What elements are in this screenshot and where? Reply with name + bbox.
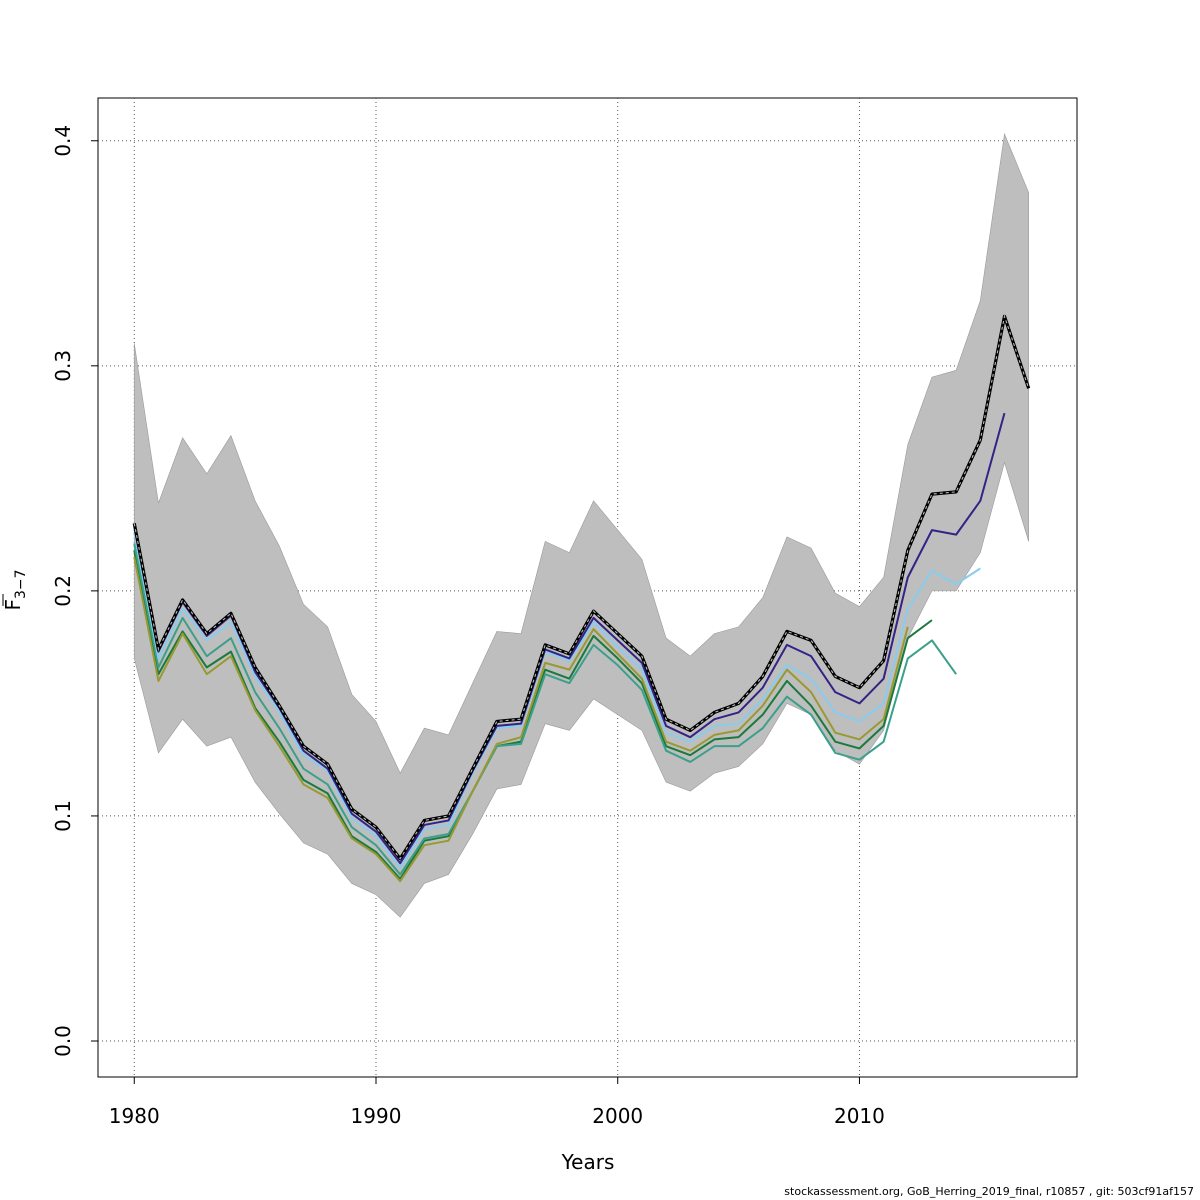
y-tick-label: 0.4	[51, 125, 75, 157]
series-lines	[132, 314, 1031, 883]
y-tick-label: 0.2	[51, 575, 75, 607]
axis-ticks: 1980 1990 2000 2010 0.0 0.1 0.2 0.3 0.4	[51, 125, 885, 1128]
series-line-4	[133, 532, 981, 869]
y-axis-label: F3−7	[1, 569, 29, 610]
series-line-estimate-dash	[133, 314, 1030, 860]
series-line-3	[133, 556, 909, 883]
x-axis-label: Years	[561, 1150, 615, 1174]
x-tick-label: 1980	[109, 1104, 160, 1128]
svg-text:F3−7: F3−7	[1, 569, 29, 610]
x-tick-label: 2010	[834, 1104, 885, 1128]
plot-frame	[97, 97, 1078, 1078]
footer-note: stockassessment.org, GoB_Herring_2019_fi…	[784, 1185, 1194, 1198]
y-tick-label: 0.1	[51, 800, 75, 832]
confidence-band-area	[133, 132, 1029, 918]
y-tick-label: 0.0	[51, 1025, 75, 1057]
y-tick-label: 0.3	[51, 350, 75, 382]
y-axis-label-main: F	[1, 599, 25, 611]
series-line-2	[133, 543, 957, 876]
confidence-band	[133, 132, 1029, 918]
x-tick-label: 2000	[592, 1104, 643, 1128]
y-axis-label-sub: 3−7	[13, 569, 29, 599]
series-line-1	[133, 550, 933, 880]
x-tick-label: 1990	[351, 1104, 402, 1128]
